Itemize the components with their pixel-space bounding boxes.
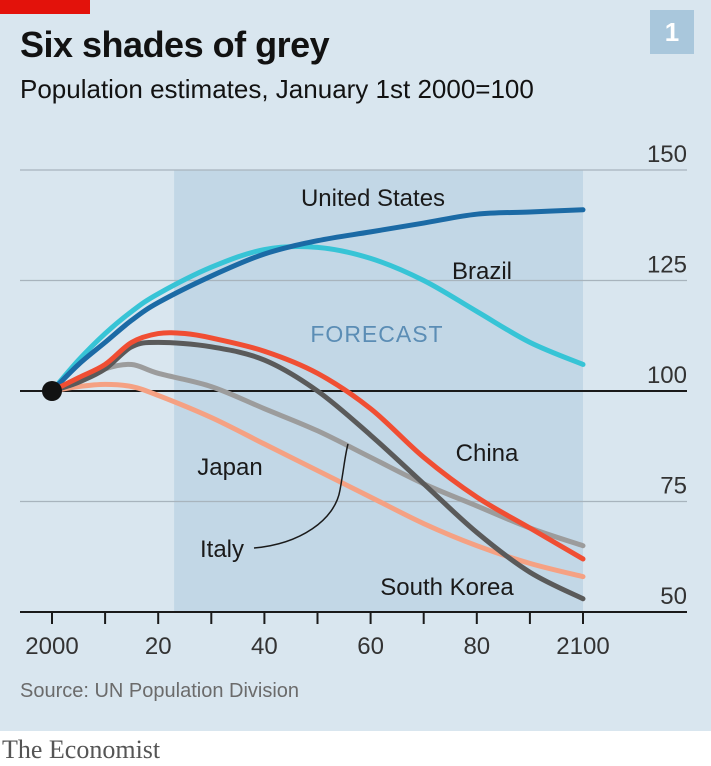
chart-number-badge: 1 xyxy=(650,10,694,54)
series-label-south-korea: South Korea xyxy=(380,574,514,601)
x-tick-label: 80 xyxy=(463,633,490,660)
series-label-china: China xyxy=(456,440,519,467)
series-line-japan xyxy=(49,381,586,580)
series-label-brazil: Brazil xyxy=(452,258,512,285)
chart-subtitle: Population estimates, January 1st 2000=1… xyxy=(20,74,534,104)
series-line-china xyxy=(49,330,586,562)
series-label-japan: Japan xyxy=(197,454,262,481)
x-tick-label: 60 xyxy=(357,633,384,660)
y-tick-label: 125 xyxy=(647,252,687,279)
start-point-marker xyxy=(42,381,62,401)
x-tick-label: 40 xyxy=(251,633,278,660)
x-tick-label: 20 xyxy=(145,633,172,660)
chart-panel: 1 Six shades of grey Population estimate… xyxy=(0,0,711,731)
chart-title: Six shades of grey xyxy=(20,24,330,65)
x-tick-label: 2000 xyxy=(25,633,78,660)
series-label-italy: Italy xyxy=(200,536,244,563)
series-label-united-states: United States xyxy=(301,185,445,212)
red-tag-decoration xyxy=(0,0,90,14)
italy-leader-line xyxy=(253,443,349,549)
y-tick-label: 100 xyxy=(647,362,687,389)
y-tick-label: 50 xyxy=(660,583,687,610)
y-tick-label: 75 xyxy=(660,473,687,500)
series-line-brazil xyxy=(49,244,586,394)
publisher-logo: The Economist xyxy=(2,735,161,764)
series-line-united-states xyxy=(49,207,586,394)
line-chart: 50 75 100 125 150 2000 20 40 60 80 2100 FORECAST Uni… xyxy=(20,141,687,660)
y-tick-label: 150 xyxy=(647,141,687,168)
forecast-label: FORECAST xyxy=(310,321,443,347)
source-note: Source: UN Population Division xyxy=(20,680,300,702)
series-line-south-korea xyxy=(49,339,586,602)
x-tick-label: 2100 xyxy=(556,633,609,660)
